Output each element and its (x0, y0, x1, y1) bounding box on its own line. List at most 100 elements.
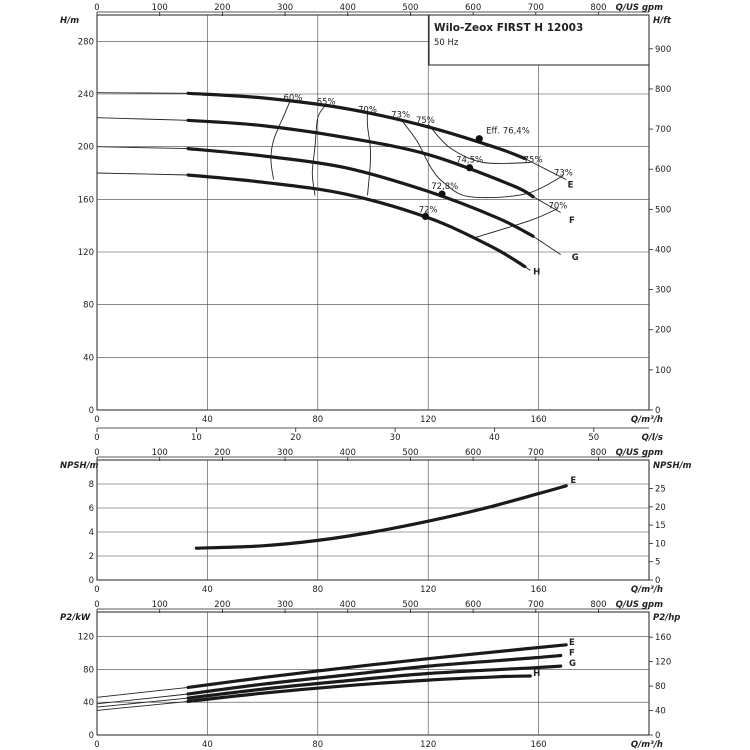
curves-layer (186, 91, 568, 703)
head-curve-F-leadin (96, 117, 189, 121)
power-x-tick-label: 120 (420, 740, 436, 750)
power-curve-F-leadin (96, 693, 189, 705)
power-curve-H-leadin (96, 700, 189, 711)
npsh-x-tick-label: 0 (94, 585, 99, 595)
npsh-x-axis-label: Q/m³/h (631, 585, 663, 595)
head-y-tick-label: 80 (83, 301, 94, 311)
power-curve-F (186, 653, 563, 696)
npsh-y-tick-label: 2 (89, 552, 94, 562)
npsh-x-tick-label: 160 (530, 585, 546, 595)
head-curve-H-leadin (96, 172, 189, 176)
npsh-gpm-tick-label: 300 (277, 448, 293, 458)
chart-subtitle: 50 Hz (434, 38, 459, 48)
head-bep-point (421, 212, 430, 221)
npsh-gpm-axis-label: Q/US gpm (616, 448, 663, 458)
npsh-x-tick-label: 120 (420, 585, 436, 595)
power-curve-label: G (569, 659, 576, 669)
head-gpm-tick-label: 100 (152, 3, 168, 13)
head-efficiency-label: 70% (358, 105, 377, 115)
npsh-x-tick-label: 40 (202, 585, 213, 595)
power-curve-label: F (569, 648, 575, 658)
power-curve-label: E (569, 638, 575, 648)
power-gpm-tick-label: 600 (465, 600, 481, 610)
power-gpm-tick-label: 500 (402, 600, 418, 610)
head-bep-point (466, 164, 474, 172)
head-x-tick-label: 120 (420, 415, 436, 425)
head-curve-E (186, 91, 527, 161)
thin-lines-layer (96, 92, 567, 711)
head-gpm-tick-label: 700 (528, 3, 544, 13)
head-curve-F-extension (532, 196, 561, 213)
npsh-gpm-tick-label: 500 (402, 448, 418, 458)
head-gpm-axis-label: Q/US gpm (616, 3, 663, 13)
power-x-tick-label: 160 (530, 740, 546, 750)
npsh-y-tick-label: 0 (89, 576, 94, 586)
head-ls-tick-label: 20 (290, 433, 301, 443)
head-ls-tick-label: 30 (390, 433, 401, 443)
power-x-tick-label: 40 (202, 740, 213, 750)
npsh-right-tick-label: 0 (655, 576, 660, 586)
head-y-tick-label: 160 (78, 195, 94, 205)
head-y-tick-label: 0 (89, 406, 94, 416)
head-x-axis-label: Q/m³/h (631, 415, 663, 425)
npsh-right-tick-label: 10 (655, 539, 666, 549)
npsh-y-axis-label: NPSH/m (60, 461, 99, 471)
head-gpm-tick-label: 0 (94, 3, 99, 13)
head-efficiency-label: Eff. 76,4% (486, 127, 530, 137)
head-gpm-tick-label: 600 (465, 3, 481, 13)
head-curve-G-leadin (96, 146, 189, 150)
npsh-y-tick-label: 8 (89, 480, 94, 490)
power-right-tick-label: 0 (655, 731, 660, 741)
head-x-tick-label: 0 (94, 415, 99, 425)
labels-layer: 0 40 80 120 160 Q/m³/h04080120160200240280H/m… (60, 3, 692, 750)
power-right-tick-label: 80 (655, 682, 666, 692)
npsh-gpm-tick-label: 600 (465, 448, 481, 458)
head-curve-H (186, 173, 527, 269)
power-curve-E-leadin (96, 686, 189, 698)
power-y-tick-label: 80 (83, 665, 94, 675)
head-right-tick-label: 100 (655, 366, 671, 376)
npsh-right-tick-label: 5 (655, 558, 660, 568)
head-y-tick-label: 40 (83, 353, 94, 363)
power-curve-label: H (533, 669, 540, 679)
head-curve-G (186, 147, 535, 238)
head-curve-E-extension (524, 158, 567, 181)
power-gpm-tick-label: 300 (277, 600, 293, 610)
power-y-tick-label: 40 (83, 698, 94, 708)
head-x-tick-label: 160 (530, 415, 546, 425)
npsh-right-axis-label: NPSH/m (653, 461, 692, 471)
head-curve-F (186, 118, 535, 199)
npsh-gpm-tick-label: 400 (340, 448, 356, 458)
power-y-tick-label: 0 (89, 731, 94, 741)
head-ls-axis-label: Q/l/s (642, 433, 663, 443)
head-ls-tick-label: 0 (94, 433, 99, 443)
npsh-right-tick-label: 20 (655, 503, 666, 513)
power-y-axis-label: P2/kW (60, 613, 91, 623)
head-efficiency-label: 72,8% (431, 182, 458, 192)
power-right-tick-label: 40 (655, 707, 666, 717)
npsh-x-tick-label: 80 (312, 585, 323, 595)
head-right-tick-label: 600 (655, 165, 671, 175)
head-efficiency-label: 73% (391, 111, 410, 121)
power-gpm-tick-label: 200 (214, 600, 230, 610)
head-plot-frame (96, 14, 650, 411)
npsh-gpm-tick-label: 700 (528, 448, 544, 458)
head-efficiency-label: 72% (419, 206, 438, 216)
head-efficiency-label: 73% (554, 169, 573, 179)
head-curve-G-extension (532, 235, 561, 255)
head-x-tick-label: 40 (202, 415, 213, 425)
head-efficiency-isoline (427, 123, 531, 165)
head-efficiency-label: 65% (317, 98, 336, 108)
head-curve-label: G (572, 253, 579, 263)
power-gpm-tick-label: 700 (528, 600, 544, 610)
npsh-gpm-tick-label: 100 (152, 448, 168, 458)
npsh-y-tick-label: 4 (89, 528, 94, 538)
power-right-tick-label: 160 (655, 633, 671, 643)
head-x-tick-label: 80 (312, 415, 323, 425)
head-ls-tick-label: 10 (191, 433, 202, 443)
power-curve-H (186, 674, 532, 703)
head-efficiency-label: 75% (524, 155, 543, 165)
npsh-curve-label: E (570, 476, 576, 486)
head-curve-label: H (533, 267, 540, 277)
